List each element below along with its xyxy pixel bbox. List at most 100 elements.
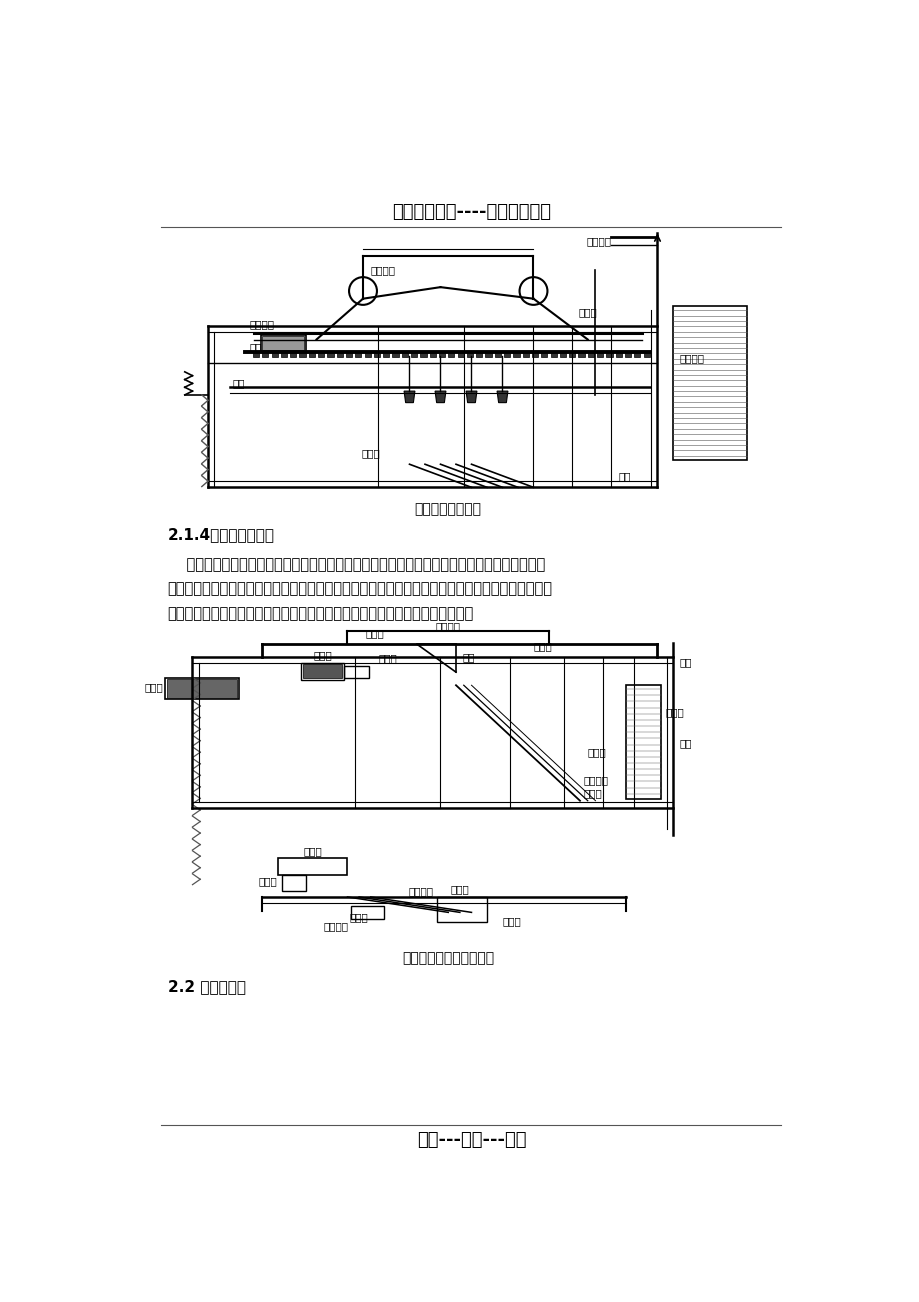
Bar — [673, 306, 746, 461]
Text: 斜拉带: 斜拉带 — [587, 747, 606, 758]
Text: 后吊带: 后吊带 — [361, 448, 380, 458]
Text: 2.2 挂篮的选择: 2.2 挂篮的选择 — [167, 979, 245, 993]
Text: 滑梁: 滑梁 — [678, 658, 691, 667]
Bar — [344, 667, 369, 678]
Bar — [299, 352, 305, 357]
Text: 轨道: 轨道 — [250, 342, 262, 353]
Bar — [402, 352, 407, 357]
Bar — [494, 352, 501, 357]
Bar — [550, 352, 556, 357]
Bar — [351, 906, 383, 918]
Text: 前托梁: 前托梁 — [584, 788, 602, 798]
Text: 后锚杆: 后锚杆 — [502, 917, 521, 927]
Text: 元宝梁: 元宝梁 — [365, 629, 383, 639]
Bar — [301, 663, 344, 680]
Text: 滑动斜拉式挂篮在力学体系方面有较大突破，其上部采用斜拉体系代替梁式或桁架式结构的受: 滑动斜拉式挂篮在力学体系方面有较大突破，其上部采用斜拉体系代替梁式或桁架式结构的… — [167, 557, 544, 572]
Bar — [262, 352, 268, 357]
Bar — [271, 352, 278, 357]
Text: 底模: 底模 — [618, 471, 630, 480]
Text: 前吊带: 前吊带 — [578, 307, 596, 316]
Text: 大上横梁: 大上横梁 — [436, 621, 460, 631]
Polygon shape — [466, 391, 476, 402]
Bar — [392, 352, 398, 357]
Bar — [382, 352, 389, 357]
Text: 锚固装置: 锚固装置 — [250, 319, 275, 329]
Circle shape — [348, 277, 377, 305]
Bar — [411, 352, 417, 357]
Bar — [318, 352, 323, 357]
Bar — [615, 352, 621, 357]
Bar — [281, 875, 306, 891]
Bar — [302, 664, 342, 678]
Text: 顶紧丝杆: 顶紧丝杆 — [323, 922, 348, 931]
Text: 专心---专注---专业: 专心---专注---专业 — [416, 1131, 526, 1150]
Bar — [364, 352, 370, 357]
Bar — [166, 680, 237, 698]
Polygon shape — [435, 391, 446, 402]
Bar — [355, 352, 361, 357]
Bar — [429, 352, 436, 357]
Text: 图４－４滑动斜拉式挂篮: 图４－４滑动斜拉式挂篮 — [402, 952, 494, 966]
Bar — [346, 352, 352, 357]
Bar — [165, 677, 239, 699]
Bar — [420, 352, 426, 357]
Bar — [513, 352, 519, 357]
Bar — [522, 352, 528, 357]
Text: 精选优质文档----倾情为你奉上: 精选优质文档----倾情为你奉上 — [391, 203, 550, 220]
Text: 压紧器: 压紧器 — [313, 650, 332, 660]
Text: 力，而由此引起的水平分力，通过上下限位装置（或称水平制动装置）固定，主梁的纵向倾覆稳定由: 力，而由此引起的水平分力，通过上下限位装置（或称水平制动装置）固定，主梁的纵向倾… — [167, 582, 552, 596]
Text: 张拉平台: 张拉平台 — [678, 353, 703, 363]
Bar — [476, 352, 482, 357]
Bar — [448, 352, 454, 357]
Bar — [624, 352, 630, 357]
Text: 三角: 三角 — [461, 652, 474, 661]
Text: 活动槽钢: 活动槽钢 — [584, 775, 608, 785]
Text: 限位器: 限位器 — [349, 911, 369, 922]
Bar — [260, 335, 305, 352]
Bar — [606, 352, 612, 357]
Bar — [438, 352, 445, 357]
Bar — [560, 352, 565, 357]
Text: 滑梁: 滑梁 — [233, 379, 245, 388]
Text: 千斤顶: 千斤顶 — [378, 654, 397, 663]
Bar — [457, 352, 463, 357]
Bar — [336, 352, 343, 357]
Bar — [485, 352, 491, 357]
Bar — [540, 352, 547, 357]
Bar — [466, 352, 472, 357]
Text: 上横梁: 上横梁 — [533, 641, 551, 651]
Text: 后端锚固压力维持。其底模平台后端仍吊挂锚固于箱梁底板之上，见图４－４。: 后端锚固压力维持。其底模平台后端仍吊挂锚固于箱梁底板之上，见图４－４。 — [167, 607, 473, 621]
Bar — [309, 352, 314, 357]
Bar — [280, 352, 287, 357]
Bar — [327, 352, 334, 357]
Text: 千斤顶: 千斤顶 — [259, 876, 278, 887]
Circle shape — [519, 277, 547, 305]
Text: 底模纵梁: 底模纵梁 — [408, 887, 433, 897]
Text: 扁担梁: 扁担梁 — [303, 846, 322, 855]
Polygon shape — [496, 391, 507, 402]
Bar — [504, 352, 510, 357]
Bar — [253, 352, 259, 357]
Text: 外侧模: 外侧模 — [664, 707, 683, 717]
Bar — [578, 352, 584, 357]
Bar — [626, 685, 661, 799]
Bar — [596, 352, 603, 357]
Bar — [531, 352, 538, 357]
Bar — [278, 858, 347, 875]
Text: 前上横梁: 前上横梁 — [585, 236, 610, 246]
Text: 图４－３菱形挂篮: 图４－３菱形挂篮 — [414, 501, 482, 516]
Text: 后托架: 后托架 — [450, 884, 469, 894]
Bar — [587, 352, 594, 357]
Text: 2.1.4滑动斜拉式挂篮: 2.1.4滑动斜拉式挂篮 — [167, 527, 275, 543]
Bar — [569, 352, 574, 357]
Text: 菱形构架: 菱形构架 — [370, 266, 395, 275]
Bar — [262, 336, 304, 350]
Bar — [633, 352, 640, 357]
Polygon shape — [403, 391, 414, 402]
Bar — [643, 352, 649, 357]
Bar — [437, 897, 486, 922]
Text: 滑梁: 滑梁 — [678, 738, 691, 747]
Bar — [289, 352, 296, 357]
Bar — [373, 352, 380, 357]
Text: 限位板: 限位板 — [144, 682, 163, 693]
